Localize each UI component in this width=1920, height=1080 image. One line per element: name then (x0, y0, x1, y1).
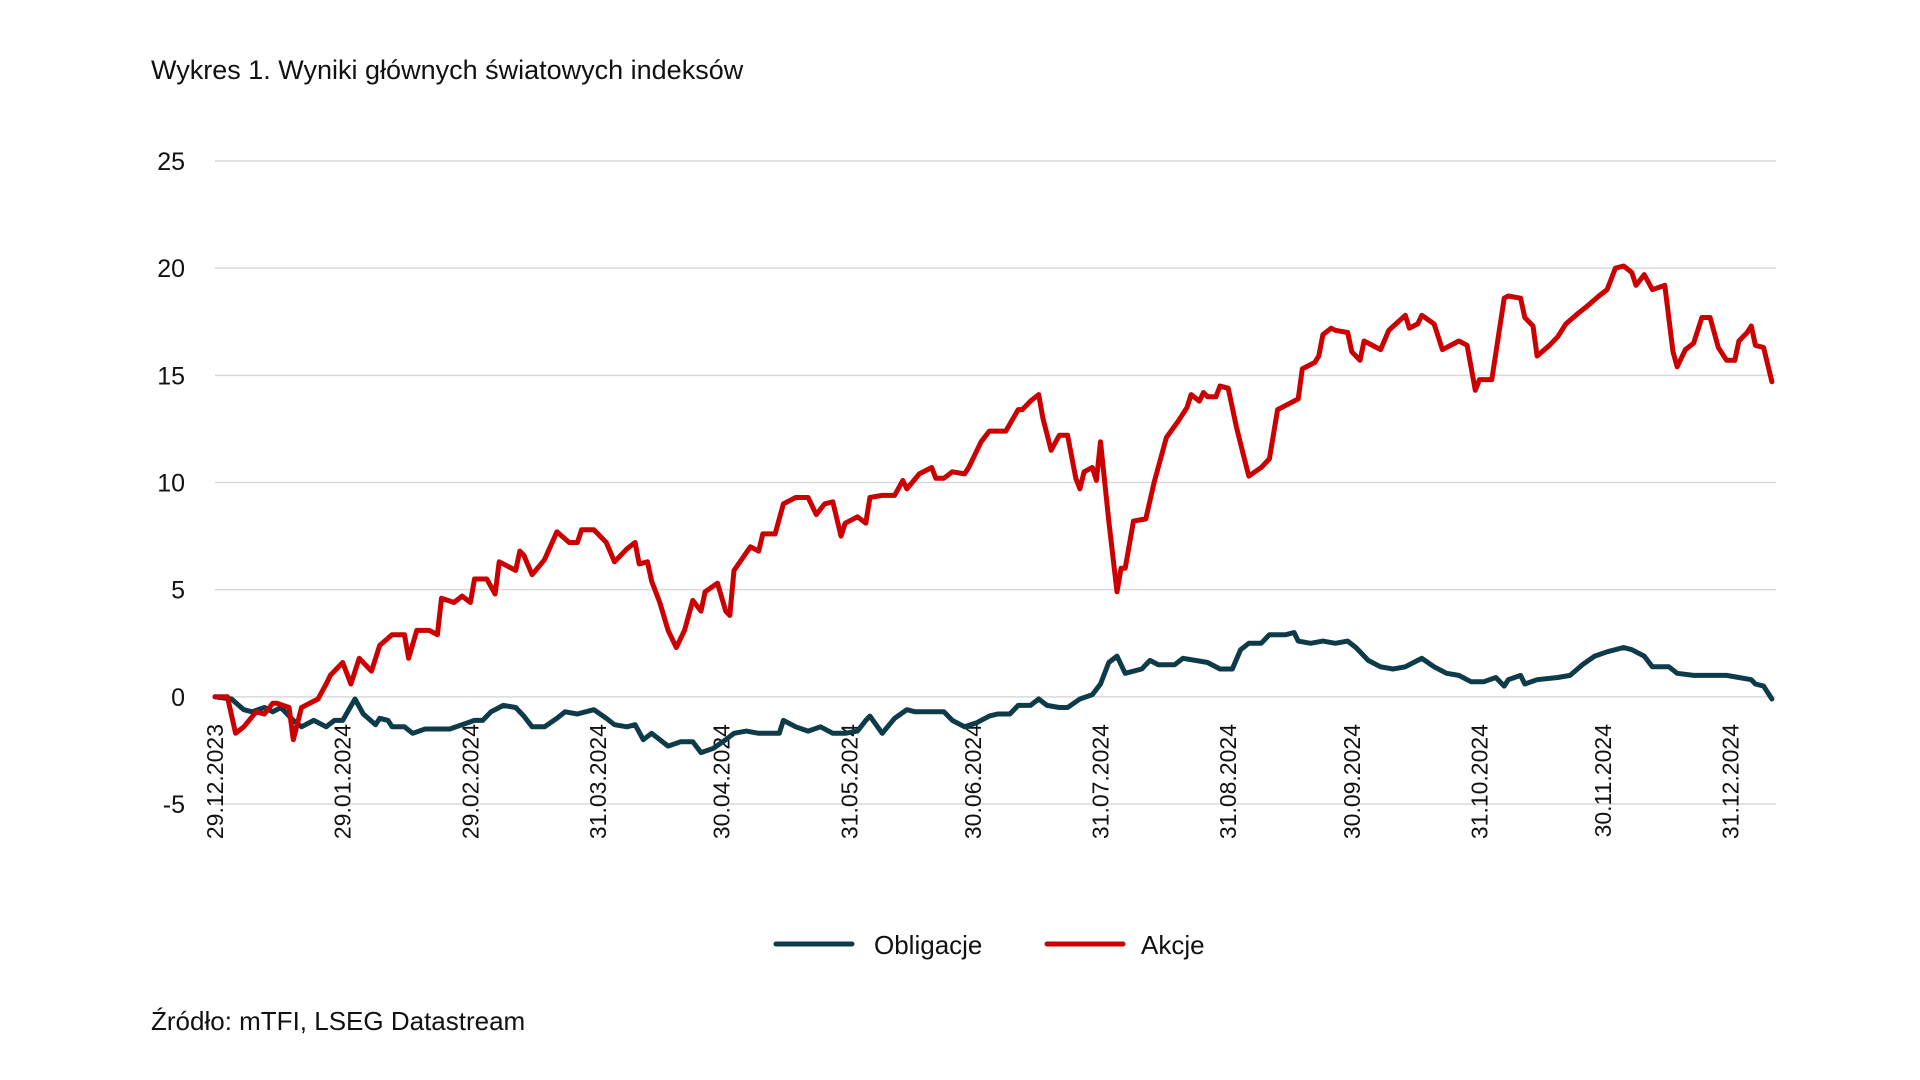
y-tick-label: 0 (171, 684, 185, 712)
x-tick-label: 30.11.2024 (1590, 724, 1616, 838)
series-line-obligacje (212, 630, 1775, 756)
series-lines (212, 263, 1775, 756)
y-tick-label: 25 (157, 148, 185, 176)
y-axis-ticks: -5 0 5 10 15 20 25 (157, 148, 185, 819)
y-tick-label: 5 (171, 577, 185, 605)
x-axis-ticks: 29.12.2023 29.01.2024 29.02.2024 31.03.2024… (202, 724, 1744, 839)
x-tick-label: 29.02.2024 (457, 724, 483, 839)
legend-item-obligacje[interactable]: Obligacje (773, 930, 982, 960)
y-tick-label: -5 (163, 791, 185, 819)
gridlines (215, 160, 1776, 805)
x-tick-label: 31.03.2024 (585, 724, 611, 839)
legend-label-akcje: Akcje (1141, 930, 1205, 960)
y-tick-label: 20 (157, 255, 185, 283)
legend-label-obligacje: Obligacje (874, 930, 982, 960)
x-tick-label: 31.12.2024 (1718, 724, 1744, 839)
x-tick-label: 31.08.2024 (1215, 724, 1241, 839)
legend-item-akcje[interactable]: Akcje (1044, 930, 1205, 960)
x-tick-label: 29.01.2024 (330, 724, 356, 839)
source-note: Źródło: mTFI, LSEG Datastream (151, 1006, 525, 1036)
chart-title: Wykres 1. Wyniki głównych światowych ind… (151, 55, 744, 85)
x-tick-label: 30.06.2024 (960, 724, 986, 839)
y-tick-label: 10 (157, 470, 185, 498)
x-tick-label: 29.12.2023 (202, 724, 228, 839)
legend: Obligacje Akcje (773, 930, 1205, 960)
x-tick-label: 31.05.2024 (836, 724, 862, 839)
series-line-akcje (212, 263, 1775, 743)
y-tick-label: 15 (157, 362, 185, 390)
x-tick-label: 30.09.2024 (1339, 724, 1365, 839)
x-tick-label: 31.07.2024 (1088, 724, 1114, 839)
x-tick-label: 31.10.2024 (1466, 724, 1492, 839)
